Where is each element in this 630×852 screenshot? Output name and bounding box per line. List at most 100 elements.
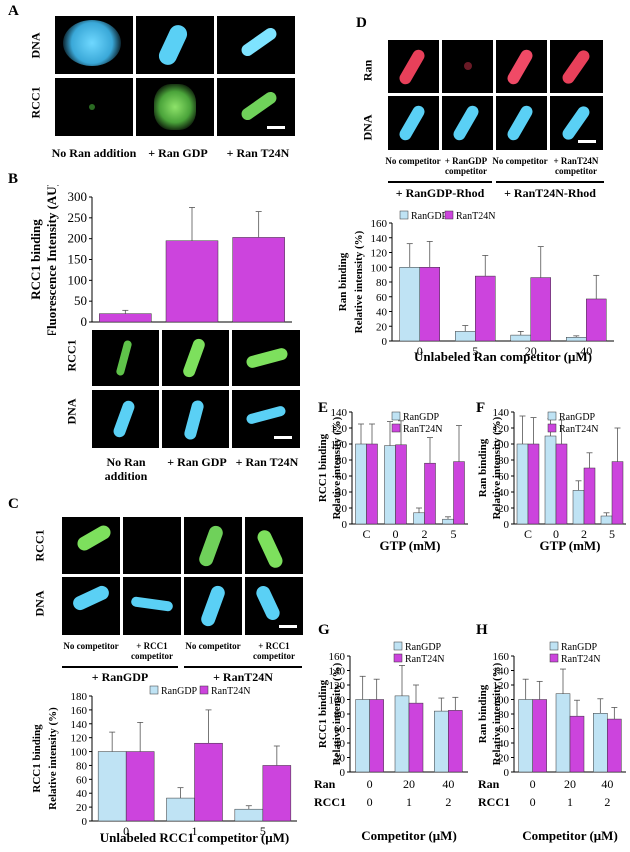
y-tick-label: 100: [331, 439, 348, 451]
panel-a-micrographs: [55, 16, 295, 138]
bar-rant24n: [194, 742, 223, 822]
y-tick-label: 60: [334, 724, 346, 736]
y-tick-label: 140: [371, 233, 388, 245]
panel-c-row-label-rcc1: RCC1: [32, 529, 47, 562]
bar-rangdp: [234, 808, 264, 822]
y-tick-label: 0: [82, 816, 88, 828]
panel-c-col-label-1: No competitor: [63, 641, 119, 651]
micrograph-d-ran-2: [442, 40, 493, 93]
panel-b-row-label-dna: DNA: [64, 398, 79, 425]
panel-b-col-label-2: + Ran GDP: [167, 455, 227, 469]
y-tick-label: 80: [334, 709, 346, 721]
panel-a-row-label-dna: DNA: [28, 32, 43, 59]
bar-rangdp: [518, 699, 533, 773]
x-axis-label: Unlabeled Ran competitor (μM): [414, 349, 592, 364]
x-tick-label: 1: [406, 795, 412, 809]
y-tick-label: 120: [71, 733, 88, 745]
bar-rcc1: [99, 313, 152, 323]
micrograph-d-dna-1: [388, 96, 439, 150]
x-tick-label: 2: [445, 795, 451, 809]
panel-d-row-label-dna: DNA: [360, 114, 375, 141]
micrograph-c-rcc1-3: [184, 517, 242, 574]
panel-f-letter: F: [476, 400, 486, 416]
y-tick-label: 40: [498, 738, 510, 750]
y-tick-label: 150: [68, 252, 88, 267]
legend-swatch: [393, 641, 403, 651]
y-tick-label: 0: [382, 336, 388, 348]
bar-rant24n: [569, 715, 585, 773]
bar-rant24n: [125, 751, 155, 822]
panel-a-letter: A: [8, 3, 19, 19]
panel-d-letter: D: [356, 15, 367, 31]
micrograph-c-dna-4: [245, 577, 303, 635]
panel-c-group-bar-2: [184, 666, 302, 668]
bar-rant24n: [475, 275, 496, 342]
bar-rcc1: [232, 237, 285, 323]
micrograph-b-dna-2: [162, 390, 229, 448]
y-tick-label: 0: [81, 314, 88, 329]
x-tick-label: 5: [451, 527, 457, 541]
x-tick-label: 1: [192, 824, 198, 838]
bar-rant24n: [586, 298, 607, 342]
y-axis-label: Relative intensity (%): [331, 416, 343, 519]
y-tick-label: 140: [493, 666, 510, 678]
y-tick-label: 20: [498, 753, 510, 765]
panel-b-row-label-rcc1: RCC1: [64, 339, 79, 372]
legend-swatch: [399, 210, 409, 220]
y-tick-label: 60: [76, 774, 88, 786]
chart-c: RCC1 binding Relative intensity (%) 0 20 40 6…: [31, 685, 297, 845]
panel-c-col-label-4: + RCC1 competitor: [253, 641, 295, 661]
y-tick-label: 50: [74, 293, 87, 308]
y-tick-label: 20: [498, 503, 510, 515]
bar-rangdp: [555, 693, 571, 773]
y-tick-label: 20: [76, 802, 88, 814]
legend-label: RanT24N: [456, 211, 495, 222]
bar-rangdp: [600, 515, 613, 525]
panel-a-col-label-2: + Ran GDP: [148, 146, 208, 160]
panel-e-letter: E: [318, 400, 329, 416]
micrograph-a-dna-2: [136, 16, 214, 74]
y-axis-label: RCC1 binding: [317, 433, 329, 502]
bar-rangdp: [355, 443, 367, 525]
x-tick-label: 0: [553, 527, 559, 541]
legend-label: RanT24N: [561, 654, 600, 665]
bar-rangdp: [544, 435, 557, 525]
legend-swatch: [199, 685, 209, 695]
y-tick-label: 40: [334, 738, 346, 750]
legend-label: RanGDP: [403, 412, 440, 423]
bar-rant24n: [583, 467, 596, 525]
legend-swatch: [444, 210, 454, 220]
x-axis-label: GTP (mM): [379, 538, 440, 553]
bar-rant24n: [453, 461, 465, 525]
legend-swatch: [149, 685, 159, 695]
panel-d-col-label-2: + RanGDP competitor: [444, 156, 488, 176]
micrograph-b-dna-1: [92, 390, 159, 448]
panel-c-group-bar-1: [62, 666, 178, 668]
x-tick-label: 2: [422, 527, 428, 541]
panel-d-col-label-3: No competitor: [492, 156, 548, 166]
bar-rangdp: [166, 797, 195, 822]
y-tick-label: 60: [376, 292, 388, 304]
panel-a-row-label-rcc1: RCC1: [28, 86, 43, 119]
panel-d-group-label-1: + RanGDP-Rhod: [395, 186, 485, 200]
bar-rant24n: [419, 267, 440, 342]
micrograph-c-rcc1-1: [62, 517, 120, 574]
y-axis-label: Fluorescence Intensity (AU): [44, 185, 59, 335]
x-tick-label: C: [524, 527, 532, 541]
x-tick-label: 0: [367, 795, 373, 809]
y-tick-label: 0: [342, 519, 348, 531]
panel-h-letter: H: [476, 622, 488, 638]
y-tick-label: 80: [336, 455, 348, 467]
y-axis-label: Ran binding: [337, 252, 349, 311]
panel-b-micrographs: [92, 330, 300, 448]
y-tick-label: 0: [504, 519, 510, 531]
legend-swatch: [391, 423, 401, 433]
y-axis-label: Relative intensity (%): [491, 416, 503, 519]
bar-rangdp: [355, 699, 370, 773]
y-tick-label: 100: [493, 695, 510, 707]
micrograph-b-rcc1-1: [92, 330, 159, 386]
bar-rant24n: [607, 718, 622, 773]
bar-rant24n: [530, 277, 551, 342]
y-tick-label: 80: [76, 760, 88, 772]
micrograph-a-rcc1-1: [55, 78, 133, 136]
